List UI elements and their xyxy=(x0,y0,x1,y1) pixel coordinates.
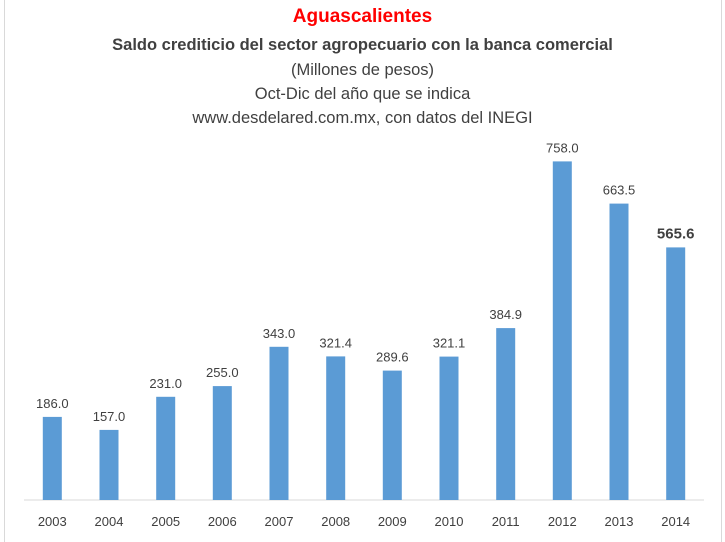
bar-2004 xyxy=(99,429,119,500)
value-label-2011: 384.9 xyxy=(489,307,522,322)
value-label-2005: 231.0 xyxy=(149,376,182,391)
bar-2011 xyxy=(496,328,516,500)
x-tick-label-2012: 2012 xyxy=(548,514,577,529)
x-tick-label-2008: 2008 xyxy=(321,514,350,529)
x-tick-label-2009: 2009 xyxy=(378,514,407,529)
x-tick-label-2013: 2013 xyxy=(605,514,634,529)
chart-title: Aguascalientes xyxy=(292,6,433,27)
sheet-column-right xyxy=(721,0,725,542)
x-tick-label-2004: 2004 xyxy=(95,514,124,529)
value-label-2012: 758.0 xyxy=(546,140,579,155)
bars-group xyxy=(42,161,686,500)
value-label-2013: 663.5 xyxy=(603,183,636,198)
bar-2008 xyxy=(326,356,346,500)
bar-2009 xyxy=(382,370,402,500)
value-label-2014: 565.6 xyxy=(657,225,695,242)
bar-2010 xyxy=(439,356,459,500)
bar-2005 xyxy=(156,396,176,500)
bar-2013 xyxy=(609,203,629,500)
value-label-2004: 157.0 xyxy=(93,409,126,424)
x-tick-label-2003: 2003 xyxy=(38,514,67,529)
value-label-2003: 186.0 xyxy=(36,396,69,411)
value-label-2009: 289.6 xyxy=(376,350,409,365)
chart-subtitle-period: Oct-Dic del año que se indica xyxy=(254,85,471,103)
chart-subtitle: Saldo crediticio del sector agropecuario… xyxy=(112,36,613,54)
x-tick-label-2010: 2010 xyxy=(435,514,464,529)
value-labels-group: 186.0 157.0 231.0 255.0 343.0 321.4 289.6 321.1… xyxy=(36,140,694,424)
sheet-column-left xyxy=(0,0,5,542)
x-tick-label-2011: 2011 xyxy=(492,514,520,529)
value-label-2010: 321.1 xyxy=(433,336,466,351)
x-tick-labels-group: 2003 2004 2005 2006 2007 2008 2009 2010 2011 2012… xyxy=(38,514,690,529)
x-tick-label-2007: 2007 xyxy=(265,514,294,529)
x-tick-label-2006: 2006 xyxy=(208,514,237,529)
bar-2012 xyxy=(552,161,572,500)
bar-2003 xyxy=(42,416,62,500)
x-tick-label-2005: 2005 xyxy=(151,514,180,529)
chart-subtitle-source: www.desdelared.com.mx, con datos del INE… xyxy=(192,109,533,127)
value-label-2008: 321.4 xyxy=(319,335,352,350)
value-label-2006: 255.0 xyxy=(206,365,239,380)
bar-2007 xyxy=(269,346,289,500)
bar-2006 xyxy=(212,386,232,500)
bar-2014 xyxy=(666,247,686,500)
x-tick-label-2014: 2014 xyxy=(661,514,690,529)
chart-subtitle-units: (Millones de pesos) xyxy=(290,61,435,79)
value-label-2007: 343.0 xyxy=(263,326,296,341)
